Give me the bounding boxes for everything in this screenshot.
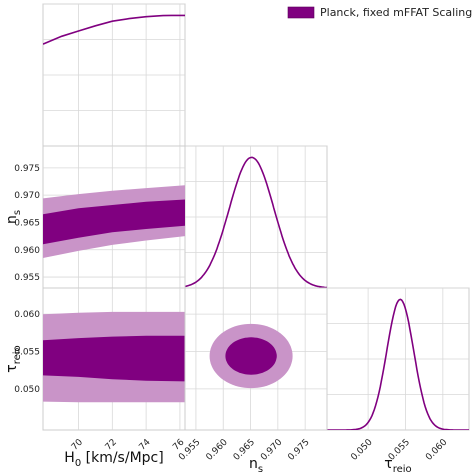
marginal-curve-H0	[43, 14, 185, 45]
tick-label-y-ns-1: 0.960	[14, 246, 40, 256]
contour-inner-H0_ns	[43, 199, 185, 245]
contour-panel-H0_tau	[42, 287, 186, 431]
contour-panel-H0_ns	[42, 145, 186, 289]
axis-label-y-tau: τreio	[4, 345, 23, 372]
marginal-panel-ns	[184, 145, 328, 289]
tick-label-x-tau-0: 0.050	[349, 437, 374, 462]
legend: Planck, fixed mFFAT Scaling	[287, 6, 472, 19]
axis-label-x-ns: ns	[249, 456, 263, 475]
legend-label: Planck, fixed mFFAT Scaling	[320, 6, 472, 19]
tick-label-x-ns-4: 0.975	[286, 438, 311, 463]
marginal-curve-tau	[327, 298, 469, 430]
axis-label-y-ns: ns	[4, 210, 23, 224]
tick-label-x-ns-3: 0.970	[259, 437, 284, 462]
tick-label-y-tau-2: 0.060	[14, 310, 40, 320]
tick-label-y-ns-2: 0.965	[14, 218, 40, 228]
axis-label-x-H0: H0 [km/s/Mpc]	[64, 450, 163, 469]
axis-label-x-tau: τreio	[384, 456, 411, 475]
tick-label-y-ns-4: 0.975	[14, 164, 40, 174]
tick-label-y-ns-3: 0.970	[14, 191, 40, 201]
tick-label-x-ns-1: 0.960	[205, 437, 230, 462]
tick-label-y-tau-1: 0.055	[14, 348, 40, 358]
contour-inner-H0_tau	[43, 335, 185, 382]
contour-panel-ns_tau	[184, 287, 328, 431]
tick-label-y-tau-0: 0.050	[14, 385, 40, 395]
marginal-panel-tau	[326, 287, 470, 431]
legend-swatch	[287, 6, 315, 19]
contour-inner-ns_tau	[225, 337, 277, 375]
marginal-panel-H0	[42, 3, 186, 147]
tick-label-y-ns-0: 0.955	[14, 273, 40, 283]
marginal-curve-ns	[185, 156, 327, 288]
tick-label-x-tau-2: 0.060	[424, 437, 449, 462]
